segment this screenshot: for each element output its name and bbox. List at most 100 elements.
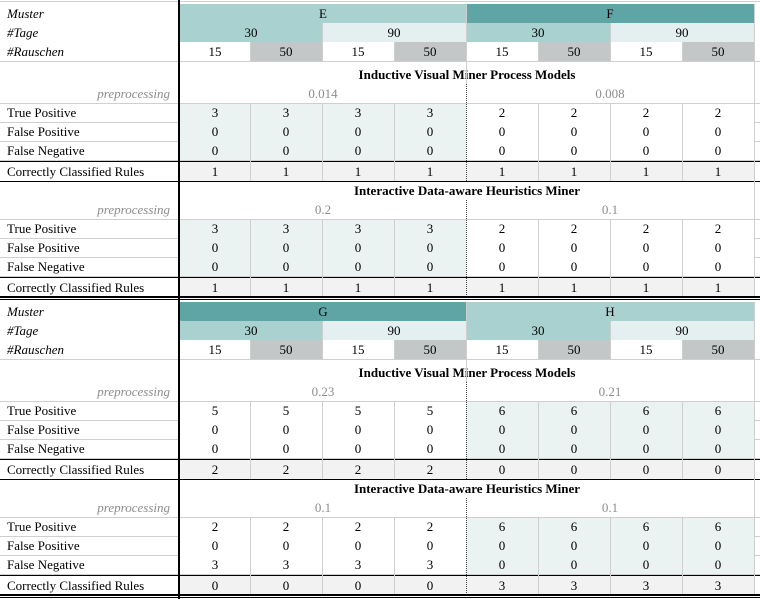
false-positive-cell[interactable]: 0 — [466, 536, 538, 555]
true-positive-cell[interactable]: 6 — [610, 401, 682, 420]
section-title[interactable]: Inductive Visual Miner Process Models — [358, 364, 576, 380]
false-negative-cell[interactable]: 0 — [538, 141, 610, 160]
section-title[interactable]: Interactive Data-aware Heuristics Miner — [353, 182, 581, 198]
false-negative-cell[interactable]: 0 — [682, 257, 754, 276]
tage-header[interactable]: 90 — [322, 23, 466, 42]
false-negative-cell[interactable]: 0 — [180, 439, 250, 458]
row-label-false-positive[interactable]: False Positive — [7, 124, 80, 139]
true-positive-cell[interactable]: 6 — [466, 517, 538, 536]
correct-rules-cell[interactable]: 1 — [610, 162, 682, 181]
preprocessing-value[interactable]: 0.23 — [311, 384, 335, 399]
row-label-false-positive[interactable]: False Positive — [7, 422, 80, 437]
correct-rules-cell[interactable]: 3 — [682, 576, 754, 595]
correct-rules-cell[interactable]: 2 — [250, 460, 322, 479]
tage-header[interactable]: 30 — [466, 23, 610, 42]
false-negative-cell[interactable]: 0 — [610, 555, 682, 574]
correct-rules-cell[interactable]: 0 — [610, 460, 682, 479]
correct-rules-cell[interactable]: 3 — [610, 576, 682, 595]
pattern-header[interactable]: H — [466, 302, 754, 321]
false-positive-cell[interactable]: 0 — [180, 122, 250, 141]
rauschen-header[interactable]: 15 — [610, 340, 682, 359]
correct-rules-cell[interactable]: 1 — [322, 162, 394, 181]
row-label-true-positive[interactable]: True Positive — [7, 519, 77, 534]
false-negative-cell[interactable]: 0 — [538, 439, 610, 458]
true-positive-cell[interactable]: 3 — [394, 219, 466, 238]
row-label-tage[interactable]: #Tage — [7, 323, 39, 338]
false-negative-cell[interactable]: 0 — [466, 141, 538, 160]
correct-rules-cell[interactable]: 1 — [538, 278, 610, 297]
false-negative-cell[interactable]: 3 — [394, 555, 466, 574]
correct-rules-cell[interactable]: 0 — [682, 460, 754, 479]
false-positive-cell[interactable]: 0 — [610, 122, 682, 141]
preprocessing-value[interactable]: 0.2 — [314, 202, 332, 217]
correct-rules-cell[interactable]: 0 — [538, 460, 610, 479]
false-positive-cell[interactable]: 0 — [682, 420, 754, 439]
false-negative-cell[interactable]: 0 — [538, 257, 610, 276]
row-label-true-positive[interactable]: True Positive — [7, 221, 77, 236]
true-positive-cell[interactable]: 3 — [180, 103, 250, 122]
true-positive-cell[interactable]: 5 — [250, 401, 322, 420]
tage-header[interactable]: 30 — [180, 321, 322, 340]
preprocessing-value[interactable]: 0.1 — [314, 500, 332, 515]
row-label-preprocessing[interactable]: preprocessing — [97, 202, 170, 217]
rauschen-header[interactable]: 50 — [250, 340, 322, 359]
false-negative-cell[interactable]: 3 — [180, 555, 250, 574]
true-positive-cell[interactable]: 6 — [682, 401, 754, 420]
false-positive-cell[interactable]: 0 — [466, 420, 538, 439]
false-negative-cell[interactable]: 0 — [610, 141, 682, 160]
false-positive-cell[interactable]: 0 — [250, 420, 322, 439]
false-positive-cell[interactable]: 0 — [180, 420, 250, 439]
rauschen-header[interactable]: 15 — [466, 42, 538, 61]
false-positive-cell[interactable]: 0 — [394, 536, 466, 555]
false-positive-cell[interactable]: 0 — [466, 122, 538, 141]
correct-rules-cell[interactable]: 1 — [250, 278, 322, 297]
true-positive-cell[interactable]: 2 — [610, 103, 682, 122]
correct-rules-cell[interactable]: 0 — [466, 460, 538, 479]
true-positive-cell[interactable]: 2 — [466, 219, 538, 238]
tage-header[interactable]: 30 — [180, 23, 322, 42]
true-positive-cell[interactable]: 2 — [180, 517, 250, 536]
false-positive-cell[interactable]: 0 — [538, 536, 610, 555]
correct-rules-cell[interactable]: 1 — [180, 278, 250, 297]
preprocessing-value[interactable]: 0.014 — [308, 86, 338, 101]
rauschen-header[interactable]: 15 — [466, 340, 538, 359]
false-positive-cell[interactable]: 0 — [610, 536, 682, 555]
false-positive-cell[interactable]: 0 — [250, 122, 322, 141]
true-positive-cell[interactable]: 3 — [322, 103, 394, 122]
tage-header[interactable]: 90 — [610, 23, 754, 42]
preprocessing-value[interactable]: 0.21 — [598, 384, 622, 399]
pattern-header[interactable]: E — [180, 4, 466, 23]
row-label-rauschen[interactable]: #Rauschen — [7, 342, 65, 357]
false-negative-cell[interactable]: 0 — [610, 257, 682, 276]
preprocessing-value[interactable]: 0.1 — [601, 500, 619, 515]
correct-rules-cell[interactable]: 0 — [394, 576, 466, 595]
section-title[interactable]: Interactive Data-aware Heuristics Miner — [353, 480, 581, 496]
false-negative-cell[interactable]: 0 — [322, 257, 394, 276]
false-positive-cell[interactable]: 0 — [180, 536, 250, 555]
false-positive-cell[interactable]: 0 — [682, 238, 754, 257]
false-positive-cell[interactable]: 0 — [322, 420, 394, 439]
correct-rules-cell[interactable]: 0 — [322, 576, 394, 595]
true-positive-cell[interactable]: 2 — [538, 219, 610, 238]
rauschen-header[interactable]: 50 — [394, 42, 466, 61]
false-positive-cell[interactable]: 0 — [322, 122, 394, 141]
row-label-correct-rules[interactable]: Correctly Classified Rules — [7, 578, 145, 593]
true-positive-cell[interactable]: 3 — [250, 103, 322, 122]
rauschen-header[interactable]: 50 — [682, 340, 754, 359]
correct-rules-cell[interactable]: 2 — [180, 460, 250, 479]
false-negative-cell[interactable]: 0 — [538, 555, 610, 574]
rauschen-header[interactable]: 15 — [180, 340, 250, 359]
rauschen-header[interactable]: 50 — [250, 42, 322, 61]
true-positive-cell[interactable]: 6 — [538, 517, 610, 536]
false-positive-cell[interactable]: 0 — [250, 238, 322, 257]
false-positive-cell[interactable]: 0 — [322, 536, 394, 555]
pattern-header[interactable]: G — [180, 302, 466, 321]
false-negative-cell[interactable]: 0 — [466, 257, 538, 276]
false-positive-cell[interactable]: 0 — [538, 122, 610, 141]
false-negative-cell[interactable]: 0 — [250, 141, 322, 160]
tage-header[interactable]: 90 — [322, 321, 466, 340]
false-positive-cell[interactable]: 0 — [394, 238, 466, 257]
correct-rules-cell[interactable]: 2 — [394, 460, 466, 479]
true-positive-cell[interactable]: 6 — [538, 401, 610, 420]
false-negative-cell[interactable]: 0 — [394, 257, 466, 276]
